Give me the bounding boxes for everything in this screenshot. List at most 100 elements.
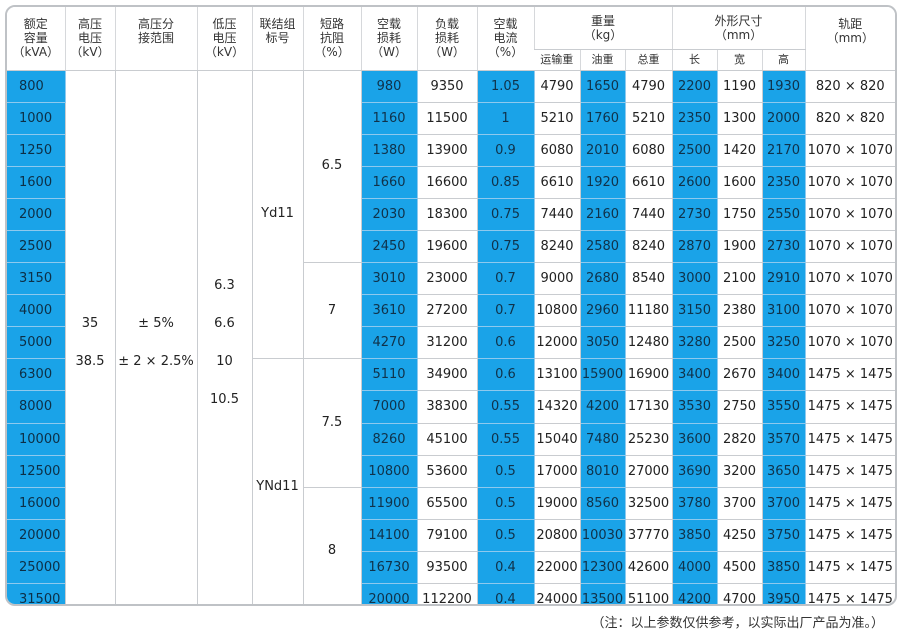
cell-noload-loss: 20000 — [360, 582, 418, 604]
cell-gauge: 1475 × 1475 — [804, 358, 895, 392]
cell-vector-group: Yd11 — [251, 69, 304, 360]
cell-capacity: 2500 — [7, 229, 66, 264]
cell-oil-weight: 2160 — [579, 197, 626, 231]
cell-height: 3100 — [761, 294, 806, 328]
cell-height: 2730 — [761, 229, 806, 264]
cell-oil-weight: 1920 — [579, 165, 626, 199]
cell-load-loss: 31200 — [416, 326, 478, 360]
cell-length: 2600 — [671, 165, 718, 199]
cell-width: 2820 — [716, 422, 763, 456]
table-row: 2000 2030 18300 0.75 7440 2160 7440 2730 1750 255… — [7, 197, 895, 231]
cell-width: 1900 — [716, 229, 763, 264]
cell-width: 2670 — [716, 358, 763, 392]
cell-width: 1750 — [716, 197, 763, 231]
cell-gauge: 1070 × 1070 — [804, 197, 895, 231]
cell-length: 4200 — [671, 582, 718, 604]
cell-noload-current: 1.05 — [476, 69, 535, 103]
cell-noload-loss: 14100 — [360, 518, 418, 552]
cell-noload-current: 0.9 — [476, 133, 535, 167]
merged-value: 38.5 — [75, 353, 105, 369]
cell-total-weight: 8540 — [624, 262, 673, 296]
cell-noload-current: 0.5 — [476, 486, 535, 520]
cell-gauge: 1070 × 1070 — [804, 326, 895, 360]
cell-oil-weight: 1760 — [579, 101, 626, 135]
cell-length: 3690 — [671, 454, 718, 488]
header-tap-range: 高压分 接范围 — [114, 7, 197, 71]
merged-value: 6.6 — [214, 315, 235, 331]
cell-transport-weight: 24000 — [533, 582, 581, 604]
cell-capacity: 31500 — [7, 582, 66, 604]
header-impedance: 短路 抗阻 （%） — [302, 7, 361, 71]
merged-value: 10.5 — [210, 391, 239, 407]
header-load-loss: 负载 损耗 （W） — [416, 7, 477, 71]
cell-load-loss: 9350 — [416, 69, 478, 103]
cell-load-loss: 18300 — [416, 197, 478, 231]
cell-load-loss: 19600 — [416, 229, 478, 264]
cell-width: 3700 — [716, 486, 763, 520]
table-row: 5000 4270 31200 0.6 12000 3050 12480 3280 2500 32… — [7, 326, 895, 360]
cell-total-weight: 5210 — [624, 101, 673, 135]
cell-noload-current: 0.55 — [476, 390, 535, 424]
cell-oil-weight: 8010 — [579, 454, 626, 488]
cell-oil-weight: 10030 — [579, 518, 626, 552]
cell-impedance: 7.5 — [302, 358, 362, 488]
cell-oil-weight: 3050 — [579, 326, 626, 360]
cell-oil-weight: 4200 — [579, 390, 626, 424]
cell-oil-weight: 1650 — [579, 69, 626, 103]
cell-noload-loss: 3010 — [360, 262, 418, 296]
cell-total-weight: 12480 — [624, 326, 673, 360]
cell-width: 1300 — [716, 101, 763, 135]
cell-gauge: 1475 × 1475 — [804, 390, 895, 424]
cell-noload-loss: 2450 — [360, 229, 418, 264]
cell-length: 4000 — [671, 550, 718, 585]
cell-width: 4700 — [716, 582, 763, 604]
cell-impedance: 6.5 — [302, 69, 362, 264]
cell-total-weight: 4790 — [624, 69, 673, 103]
header-noload-current: 空载 电流 （%） — [476, 7, 534, 71]
table-row: 12500 10800 53600 0.5 17000 8010 27000 3690 3200… — [7, 454, 895, 488]
cell-oil-weight: 13500 — [579, 582, 626, 604]
cell-height: 3850 — [761, 550, 806, 585]
cell-total-weight: 27000 — [624, 454, 673, 488]
table-row: 3150 7 3010 23000 0.7 9000 2680 8540 3000 2100 291… — [7, 262, 895, 360]
cell-noload-current: 0.5 — [476, 454, 535, 488]
cell-load-loss: 38300 — [416, 390, 478, 424]
cell-length: 2350 — [671, 101, 718, 135]
cell-noload-loss: 11900 — [360, 486, 418, 520]
table-row: 16000 8 11900 65500 0.5 19000 8560 32500 3780 370… — [7, 486, 895, 604]
cell-capacity: 25000 — [7, 550, 66, 585]
cell-total-weight: 32500 — [624, 486, 673, 520]
cell-load-loss: 11500 — [416, 101, 478, 135]
cell-length: 3400 — [671, 358, 718, 392]
cell-capacity: 1600 — [7, 165, 66, 199]
cell-height: 2000 — [761, 101, 806, 135]
cell-noload-current: 0.5 — [476, 518, 535, 552]
header-hv-voltage: 高压 电压 （kV） — [64, 7, 115, 71]
cell-noload-current: 0.75 — [476, 197, 535, 231]
cell-transport-weight: 8240 — [533, 229, 581, 264]
header-dimensions: 外形尺寸 （mm） — [671, 7, 806, 50]
cell-noload-loss: 16730 — [360, 550, 418, 585]
header-width: 宽 — [716, 49, 763, 71]
cell-length: 3530 — [671, 390, 718, 424]
cell-noload-loss: 8260 — [360, 422, 418, 456]
cell-gauge: 1070 × 1070 — [804, 165, 895, 199]
cell-noload-loss: 10800 — [360, 454, 418, 488]
cell-length: 3280 — [671, 326, 718, 360]
cell-gauge: 820 × 820 — [804, 69, 895, 103]
cell-width: 1600 — [716, 165, 763, 199]
header-capacity: 额定 容量 （kVA） — [7, 7, 65, 71]
cell-height: 3950 — [761, 582, 806, 604]
cell-height: 3250 — [761, 326, 806, 360]
cell-total-weight: 17130 — [624, 390, 673, 424]
merged-value: 35 — [81, 315, 99, 331]
cell-oil-weight: 2960 — [579, 294, 626, 328]
table-row: 10000 8260 45100 0.55 15040 7480 25230 3600 2820… — [7, 422, 895, 456]
cell-load-loss: 53600 — [416, 454, 478, 488]
cell-oil-weight: 12300 — [579, 550, 626, 585]
cell-transport-weight: 9000 — [533, 262, 581, 296]
cell-total-weight: 42600 — [624, 550, 673, 585]
cell-gauge: 1070 × 1070 — [804, 262, 895, 296]
cell-oil-weight: 2580 — [579, 229, 626, 264]
cell-capacity: 12500 — [7, 454, 66, 488]
